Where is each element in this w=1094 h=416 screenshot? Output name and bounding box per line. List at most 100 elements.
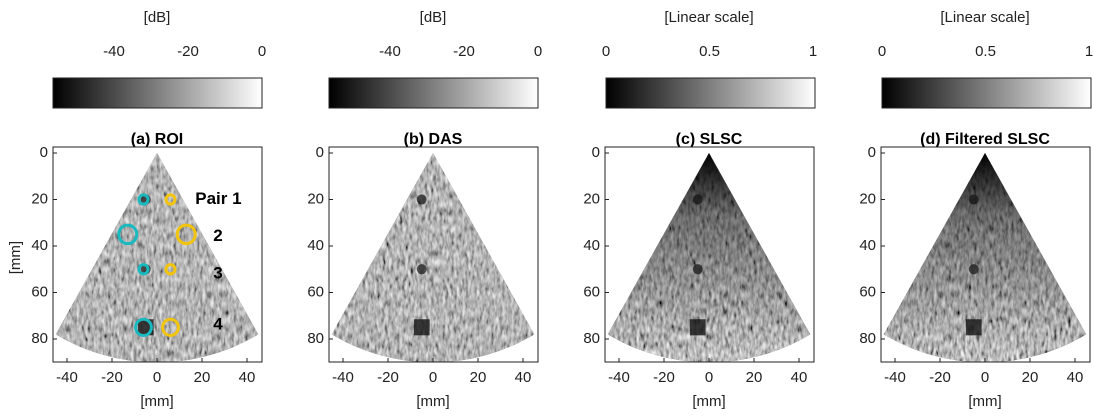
y-tick-label: 0 <box>868 144 876 161</box>
colorbar-tick-label: 0 <box>258 43 266 60</box>
lesion <box>692 264 703 275</box>
colorbar-label: [dB] <box>144 9 171 26</box>
x-tick-label: 20 <box>194 369 211 386</box>
roi-circle-outside <box>164 193 177 206</box>
ultrasound-image <box>331 153 535 363</box>
ultrasound-image <box>883 153 1087 363</box>
x-tick-label: 0 <box>429 369 437 386</box>
panel-title: (a) ROI <box>131 131 183 148</box>
lesion <box>968 264 979 275</box>
panel: [Linear scale] 0 0.5 1 (d) Filtered SLSC -40 -… <box>859 9 1093 410</box>
x-tick-label: 20 <box>1022 369 1039 386</box>
colorbar <box>881 77 1092 109</box>
roi-circle-outside <box>175 223 197 246</box>
colorbar-tick-label: 0.5 <box>975 43 996 60</box>
colorbar-label: [Linear scale] <box>664 9 753 26</box>
y-tick-label: 60 <box>31 283 48 300</box>
x-tick-label: 0 <box>153 369 161 386</box>
lesion <box>413 319 430 336</box>
panel-title: (d) Filtered SLSC <box>920 131 1050 148</box>
x-tick-label: -40 <box>608 369 630 386</box>
colorbar-tick-label: -40 <box>379 43 401 60</box>
x-tick-label: 0 <box>705 369 713 386</box>
x-tick-label: 40 <box>515 369 532 386</box>
y-tick-label: 80 <box>31 330 48 347</box>
y-tick-label: 40 <box>307 237 324 254</box>
x-tick-label: -20 <box>377 369 399 386</box>
x-tick-label: -20 <box>101 369 123 386</box>
y-tick-label: 20 <box>307 190 324 207</box>
colorbar-tick-label: -40 <box>103 43 125 60</box>
roi-circle-outside <box>161 317 180 338</box>
pair-label: 4 <box>213 315 223 334</box>
x-axis-label: [mm] <box>140 393 173 410</box>
y-tick-label: 80 <box>307 330 324 347</box>
x-tick-label: -40 <box>884 369 906 386</box>
lesion <box>689 319 706 336</box>
colorbar-tick-label: 0.5 <box>699 43 720 60</box>
x-axis-label: [mm] <box>968 393 1001 410</box>
near-field <box>883 153 1087 363</box>
y-tick-label: 20 <box>31 190 48 207</box>
y-tick-label: 40 <box>31 237 48 254</box>
panel-title: (b) DAS <box>404 131 463 148</box>
colorbar <box>328 77 539 109</box>
pair-label: Pair 1 <box>195 189 241 208</box>
y-tick-label: 60 <box>859 283 876 300</box>
x-tick-label: 0 <box>981 369 989 386</box>
y-tick-label: 0 <box>40 144 48 161</box>
x-tick-label: -40 <box>56 369 78 386</box>
y-tick-label: 60 <box>583 283 600 300</box>
x-tick-label: 20 <box>746 369 763 386</box>
y-tick-label: 40 <box>859 237 876 254</box>
roi-circle-inside <box>134 317 153 338</box>
colorbar-tick-label: 0 <box>602 43 610 60</box>
y-tick-label: 80 <box>583 330 600 347</box>
pair-label: 3 <box>213 263 222 282</box>
y-tick-label: 0 <box>316 144 324 161</box>
roi-circle-inside <box>137 263 150 276</box>
lesion <box>965 319 982 336</box>
speckle <box>55 153 259 363</box>
lesion <box>416 194 427 205</box>
panel: [dB] -40 -20 0 (b) DAS -40 -20 0 20 40 [mm] 0 20 40 60… <box>307 9 542 410</box>
near-field <box>607 153 811 363</box>
y-tick-label: 20 <box>583 190 600 207</box>
ultrasound-image <box>607 153 811 363</box>
x-tick-label: -20 <box>929 369 951 386</box>
y-tick-label: 0 <box>592 144 600 161</box>
lesion <box>968 194 979 205</box>
colorbar <box>605 77 816 109</box>
x-tick-label: 40 <box>239 369 256 386</box>
x-tick-label: 40 <box>1067 369 1084 386</box>
colorbar-tick-label: -20 <box>453 43 475 60</box>
y-tick-label: 60 <box>307 283 324 300</box>
colorbar-tick-label: -20 <box>177 43 199 60</box>
colorbar-tick-label: 0 <box>534 43 542 60</box>
colorbar-label: [dB] <box>420 9 447 26</box>
x-tick-label: 40 <box>791 369 808 386</box>
colorbar-tick-label: 0 <box>878 43 886 60</box>
colorbar <box>52 77 263 109</box>
panel: [Linear scale] 0 0.5 1 (c) SLSC -40 -20 0 20 40 [m… <box>583 9 817 410</box>
x-axis-label: [mm] <box>416 393 449 410</box>
y-tick-label: 40 <box>583 237 600 254</box>
x-tick-label: 20 <box>470 369 487 386</box>
colorbar-tick-label: 1 <box>1085 43 1093 60</box>
x-tick-label: -20 <box>653 369 675 386</box>
roi-circle-inside <box>137 193 150 206</box>
panel-title: (c) SLSC <box>676 131 743 148</box>
roi-circle-inside <box>117 223 139 246</box>
y-axis-label: [mm] <box>7 241 24 274</box>
panel: [dB] -40 -20 0 (a) ROI -40 -20 0 20 40 [mm] 0 20 40 60… <box>7 9 266 410</box>
lesion <box>416 264 427 275</box>
lesion <box>692 194 703 205</box>
speckle <box>331 153 535 363</box>
pair-label: 2 <box>213 226 222 245</box>
x-axis-label: [mm] <box>692 393 725 410</box>
y-tick-label: 20 <box>859 190 876 207</box>
y-tick-label: 80 <box>859 330 876 347</box>
ultrasound-image <box>55 153 259 363</box>
roi-circle-outside <box>164 263 177 276</box>
colorbar-tick-label: 1 <box>809 43 817 60</box>
